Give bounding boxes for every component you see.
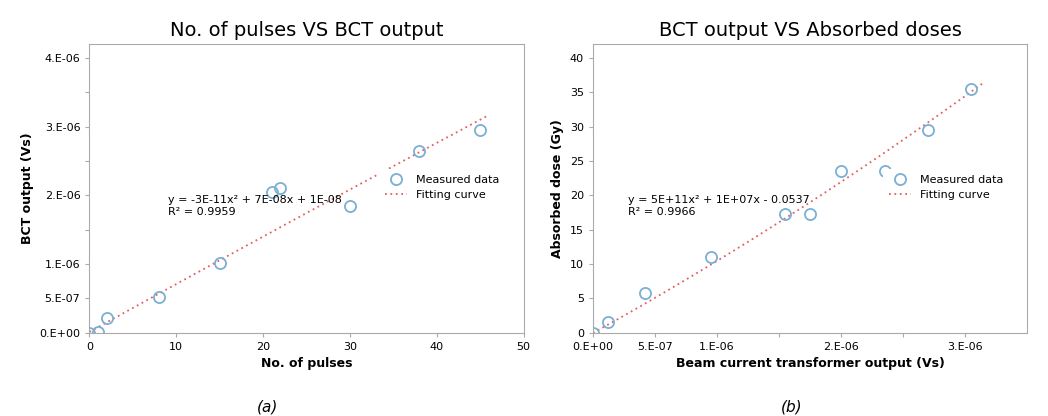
Fitting curve xyxy=(320,200,332,205)
Fitting curve xyxy=(420,146,433,151)
Line: Fitting curve: Fitting curve xyxy=(593,82,984,333)
Measured data xyxy=(779,212,791,217)
Text: y = 5E+11x² + 1E+07x - 0.0537
R² = 0.9966: y = 5E+11x² + 1E+07x - 0.0537 R² = 0.996… xyxy=(628,195,809,217)
Fitting curve xyxy=(820,190,832,195)
Text: (b): (b) xyxy=(781,400,802,415)
Measured data xyxy=(101,316,113,321)
Measured data xyxy=(92,330,105,335)
Fitting curve xyxy=(978,80,990,85)
X-axis label: Beam current transformer output (Vs): Beam current transformer output (Vs) xyxy=(676,357,944,370)
Measured data xyxy=(804,212,816,217)
Measured data xyxy=(265,189,278,194)
Fitting curve xyxy=(916,124,929,129)
Legend: Measured data, Fitting curve: Measured data, Fitting curve xyxy=(379,169,505,206)
Fitting curve xyxy=(587,330,599,335)
Line: Fitting curve: Fitting curve xyxy=(89,115,488,332)
Measured data xyxy=(921,128,934,133)
Measured data xyxy=(639,291,652,296)
Measured data xyxy=(704,255,717,260)
Fitting curve xyxy=(588,330,601,335)
X-axis label: No. of pulses: No. of pulses xyxy=(261,357,352,370)
Fitting curve xyxy=(818,191,831,196)
Measured data xyxy=(835,169,848,174)
Fitting curve xyxy=(321,199,333,204)
Measured data xyxy=(275,186,287,191)
Measured data xyxy=(878,169,891,174)
Measured data xyxy=(413,148,425,153)
Text: y = -3E-11x² + 7E-08x + 1E-08
R² = 0.9959: y = -3E-11x² + 7E-08x + 1E-08 R² = 0.995… xyxy=(168,195,342,217)
Measured data xyxy=(83,330,95,335)
Measured data xyxy=(965,86,978,91)
Text: (a): (a) xyxy=(257,400,278,415)
Measured data xyxy=(153,295,166,300)
Fitting curve xyxy=(328,196,341,201)
Measured data xyxy=(587,330,599,335)
Fitting curve xyxy=(482,113,495,118)
Y-axis label: Absorbed dose (Gy): Absorbed dose (Gy) xyxy=(551,119,565,258)
Line: Measured data: Measured data xyxy=(84,124,485,338)
Measured data xyxy=(474,128,486,133)
Fitting curve xyxy=(826,185,838,190)
Y-axis label: BCT output (Vs): BCT output (Vs) xyxy=(21,133,34,244)
Fitting curve xyxy=(445,133,458,138)
Measured data xyxy=(602,320,614,325)
Title: BCT output VS Absorbed doses: BCT output VS Absorbed doses xyxy=(659,21,962,40)
Measured data xyxy=(344,203,356,208)
Legend: Measured data, Fitting curve: Measured data, Fitting curve xyxy=(883,169,1008,206)
Fitting curve xyxy=(83,329,95,334)
Title: No. of pulses VS BCT output: No. of pulses VS BCT output xyxy=(170,21,443,40)
Fitting curve xyxy=(85,329,97,334)
Line: Measured data: Measured data xyxy=(588,83,977,338)
Fitting curve xyxy=(941,106,954,111)
Measured data xyxy=(214,260,226,265)
